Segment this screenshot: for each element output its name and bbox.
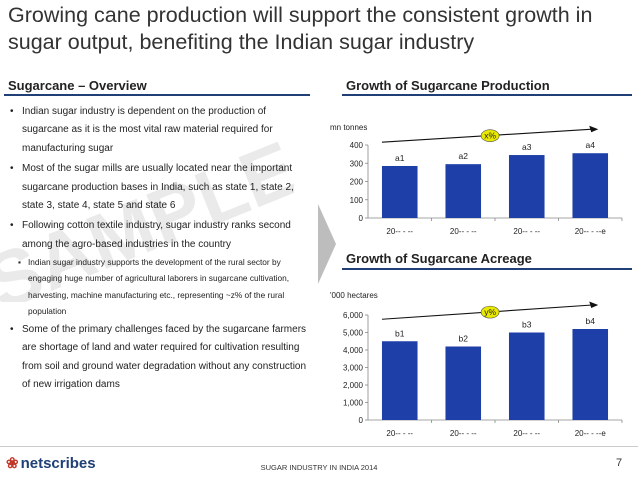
- sub-bullet-text: Indian sugar industry supports the devel…: [28, 257, 290, 316]
- bar: [572, 153, 609, 218]
- bullet-text: Following cotton textile industry, sugar…: [22, 220, 291, 250]
- bar: [508, 332, 545, 420]
- cagr-label: y%: [484, 307, 496, 317]
- production-chart-title: Growth of Sugarcane Production: [346, 78, 550, 93]
- left-section-divider: [4, 94, 310, 96]
- production-bar-chart: mn tonnes 0 100 200 300 400 a1 20-- - -- a2 20-- …: [330, 123, 623, 236]
- y-axis-label: '000 hectares: [330, 291, 378, 300]
- bar: [445, 346, 482, 420]
- page-title: Growing cane production will support the…: [8, 3, 593, 54]
- bar-data-label: a4: [586, 140, 596, 150]
- bar-data-label: a1: [395, 153, 405, 163]
- x-tick-label: 20-- - --: [450, 227, 477, 236]
- bullet-text: Some of the primary challenges faced by …: [22, 324, 307, 391]
- bullet-item: • Some of the primary challenges faced b…: [8, 321, 310, 395]
- x-tick-label: 20-- - --: [513, 227, 540, 236]
- bullet-text: Indian sugar industry is dependent on th…: [22, 106, 273, 154]
- footer-report-title: SUGAR INDUSTRY IN INDIA 2014: [260, 463, 378, 472]
- y-tick-label: 0: [359, 416, 364, 425]
- x-tick-label: 20-- - --e: [575, 227, 607, 236]
- bullet-marker: •: [10, 163, 14, 175]
- bar-data-label: b2: [459, 334, 469, 344]
- y-tick-label: 4,000: [343, 346, 364, 355]
- bullet-item: • Indian sugar industry is dependent on …: [8, 103, 310, 158]
- cagr-badge: [480, 129, 500, 142]
- chevron-right-icon: [318, 204, 336, 284]
- bar-data-label: a2: [459, 151, 469, 161]
- y-tick-label: 5,000: [343, 329, 364, 338]
- bar: [381, 165, 418, 218]
- acreage-bar-chart: '000 hectares 0 1,000 2,000 3,000 4,000 5,000 6…: [330, 291, 623, 438]
- y-axis-label: mn tonnes: [330, 123, 367, 132]
- logo-text: netscribes: [20, 455, 96, 472]
- bullet-item: • Following cotton textile industry, sug…: [8, 217, 310, 254]
- right-section-divider-bottom: [342, 268, 632, 270]
- y-tick-label: 100: [350, 196, 364, 205]
- sample-watermark: SAMPLE: [0, 142, 294, 302]
- x-tick-label: 20-- - --e: [575, 429, 607, 438]
- bar-data-label: b4: [586, 316, 596, 326]
- x-tick-label: 20-- - --: [386, 227, 413, 236]
- bullet-item: • Most of the sugar mills are usually lo…: [8, 160, 310, 215]
- y-tick-label: 2,000: [343, 381, 364, 390]
- bar-data-label: b1: [395, 328, 405, 338]
- bar: [445, 164, 482, 218]
- y-tick-label: 3,000: [343, 364, 364, 373]
- bullet-marker: •: [10, 106, 14, 117]
- cagr-label: x%: [484, 131, 496, 141]
- y-tick-label: 300: [350, 159, 364, 168]
- footer-divider: [0, 446, 638, 447]
- logo-swirl-icon: ❀: [6, 455, 19, 472]
- cagr-arrowhead: [589, 301, 599, 308]
- bar-data-label: a3: [522, 142, 532, 152]
- sub-bullet-item: ▪ Indian sugar industry supports the dev…: [8, 254, 310, 319]
- overview-heading: Sugarcane – Overview: [8, 78, 147, 93]
- bar: [508, 155, 545, 218]
- y-tick-label: 200: [350, 178, 364, 187]
- bullet-marker: •: [10, 220, 14, 232]
- overview-bullet-list: • Indian sugar industry is dependent on …: [8, 103, 310, 395]
- bar-data-label: b3: [522, 320, 532, 330]
- y-tick-label: 1,000: [343, 399, 364, 408]
- bullet-text: Most of the sugar mills are usually loca…: [22, 163, 294, 212]
- right-section-divider-top: [342, 94, 632, 96]
- bullet-marker: •: [10, 324, 14, 336]
- cagr-arrowhead: [589, 125, 599, 133]
- page-number: 7: [616, 457, 623, 469]
- cagr-badge: [480, 305, 500, 319]
- sub-bullet-marker: ▪: [18, 257, 21, 268]
- y-tick-label: 400: [350, 141, 364, 150]
- bar: [381, 341, 418, 420]
- y-tick-label: 6,000: [343, 311, 364, 320]
- netscribes-logo: ❀ netscribes: [6, 454, 96, 472]
- x-tick-label: 20-- - --: [450, 429, 477, 438]
- acreage-chart-title: Growth of Sugarcane Acreage: [346, 251, 532, 266]
- y-tick-label: 0: [359, 214, 364, 223]
- bar: [572, 329, 609, 420]
- x-tick-label: 20-- - --: [513, 429, 540, 438]
- x-tick-label: 20-- - --: [386, 429, 413, 438]
